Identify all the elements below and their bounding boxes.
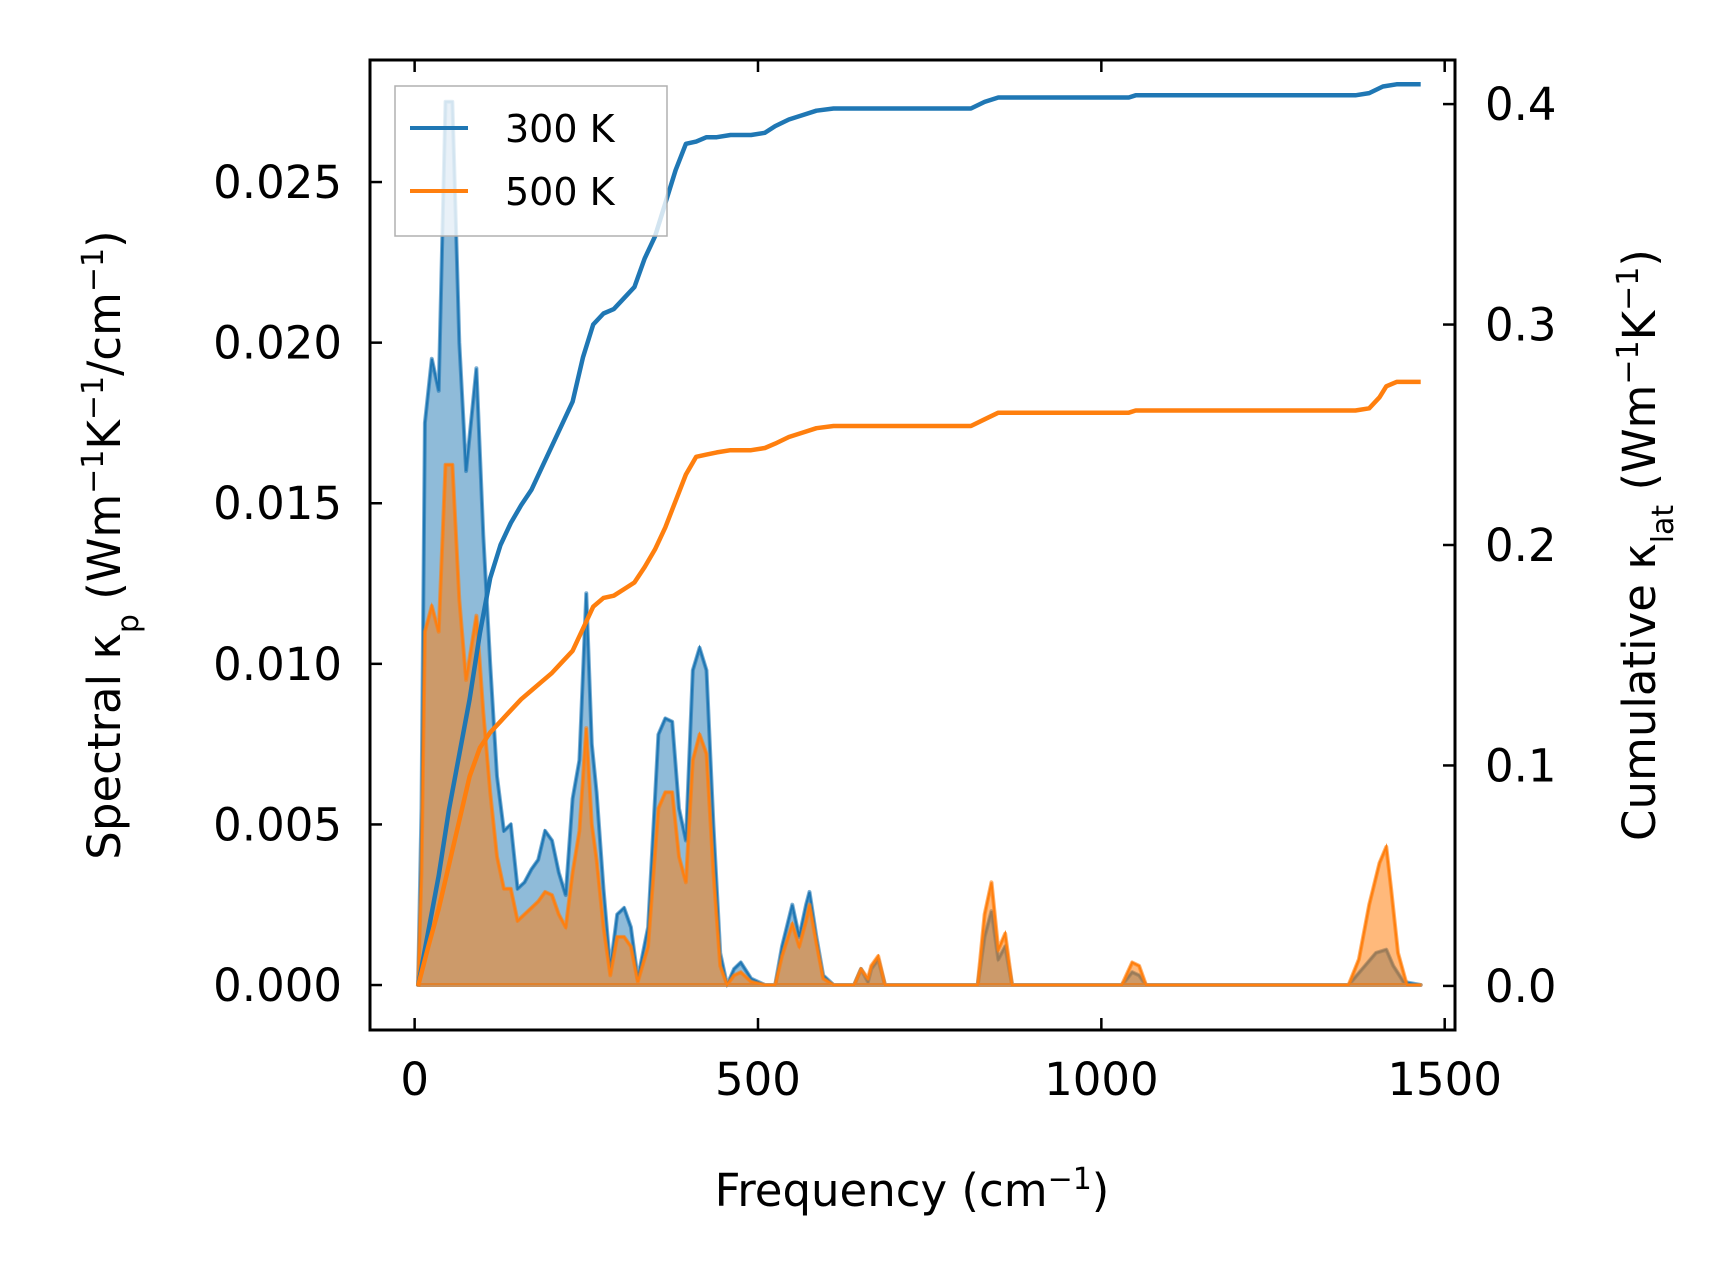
y-left-tick-label: 0.015 [213,477,342,530]
x-axis-title: Frequency (cm−1) [715,1162,1110,1218]
legend-label-500k: 500 K [505,170,616,214]
y-axis-title-right: Cumulative κlat (Wm−1K−1) [1611,249,1681,841]
legend-box [394,85,668,237]
y-left-tick-label: 0.010 [213,638,342,691]
y-left-tick-label: 0.005 [213,798,342,851]
y-right-tick-label: 0.0 [1485,960,1557,1013]
legend-label-300k: 300 K [505,107,616,151]
spectral-line-500k [417,463,1421,988]
y-right-tick-label: 0.2 [1485,519,1557,572]
axis-ticks [370,60,1455,1030]
tick-labels: 0 500 1000 1500 0.000 0.005 0.010 0.015 0.020 0.0… [213,78,1556,1106]
spectral-fills [416,99,1423,989]
y-left-tick-label: 0.025 [213,156,342,209]
series-lines [415,82,1421,987]
y-right-tick-label: 0.4 [1485,78,1557,131]
x-tick-label: 1500 [1387,1053,1502,1106]
y-right-tick-label: 0.3 [1485,299,1557,352]
legend: 300 K 500 K [394,85,668,237]
x-tick-label: 0 [400,1053,429,1106]
x-tick-label: 500 [715,1053,801,1106]
x-tick-label: 1000 [1044,1053,1159,1106]
cumulative-line-300k [415,82,1421,987]
y-axis-title-left: Spectral κp (Wm−1K−1/cm−1) [76,230,146,859]
y-left-tick-label: 0.000 [213,959,342,1012]
cumulative-line-500k [415,379,1421,987]
y-right-tick-label: 0.1 [1485,739,1557,792]
y-left-tick-label: 0.020 [213,317,342,370]
